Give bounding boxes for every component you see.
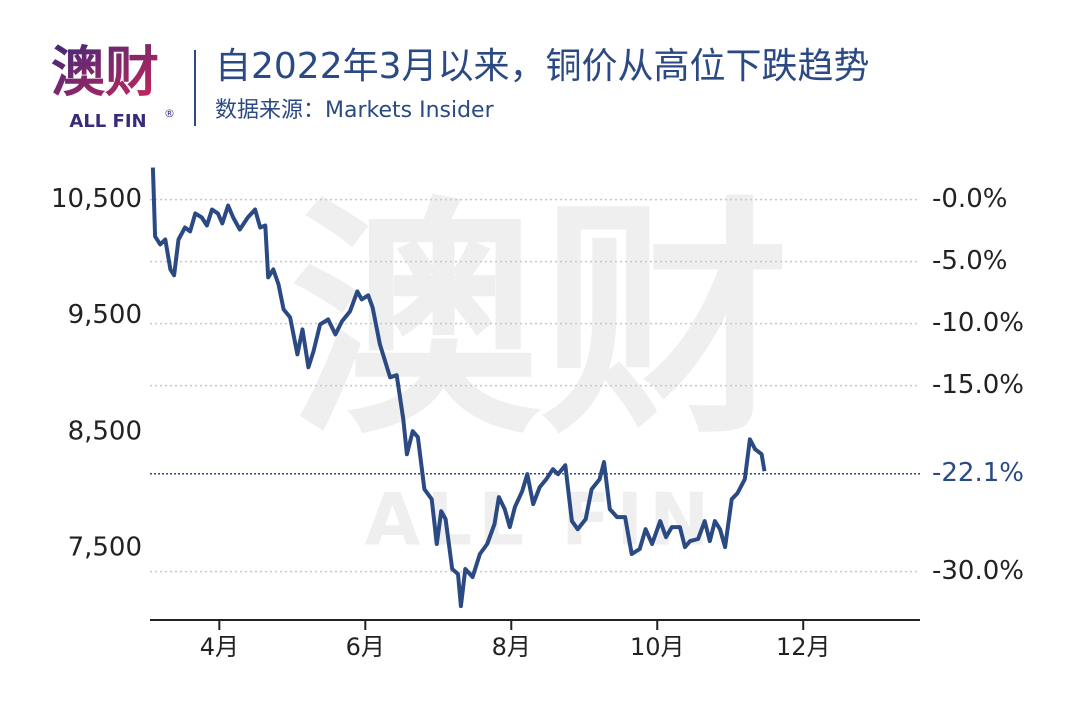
y2-tick-label: -0.0% (932, 184, 1007, 214)
x-tick-label: 10月 (630, 633, 685, 661)
y-tick-label: 8,500 (68, 416, 142, 446)
y2-tick-label: -15.0% (932, 370, 1024, 400)
x-tick-label: 8月 (492, 633, 531, 661)
y2-tick-label: -5.0% (932, 246, 1007, 276)
x-tick-label: 12月 (776, 633, 831, 661)
logo: 澳财 (51, 41, 159, 104)
y-tick-label: 9,500 (68, 300, 142, 330)
logo-sub: ALL FIN (69, 111, 146, 132)
logo-mark: ® (164, 107, 175, 120)
chart-title: 自2022年3月以来，铜价从高位下跌趋势 (215, 46, 870, 87)
reference-label: -22.1% (932, 458, 1024, 488)
watermark: 澳财 (290, 176, 790, 467)
y-tick-label: 10,500 (51, 184, 142, 214)
price-line (150, 167, 767, 609)
x-tick-label: 6月 (346, 633, 385, 661)
x-tick-label: 4月 (200, 633, 239, 661)
y2-tick-label: -30.0% (932, 556, 1024, 586)
y2-tick-label: -10.0% (932, 308, 1024, 338)
chart-subtitle: 数据来源：Markets Insider (215, 98, 495, 123)
y-tick-label: 7,500 (68, 532, 142, 562)
